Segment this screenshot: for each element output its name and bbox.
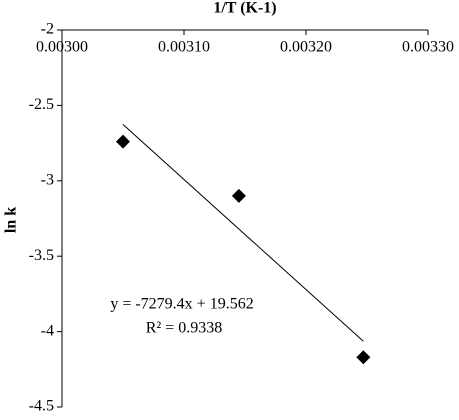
y-tick-label: -2 — [41, 21, 54, 38]
point — [231, 188, 246, 203]
chart-title: 1/T (K-1) — [213, 0, 276, 17]
x-tick-label: 0.00330 — [402, 39, 454, 56]
point — [116, 134, 130, 149]
x-tick-label: 0.00320 — [280, 39, 332, 56]
y-tick-label: -3.5 — [29, 247, 54, 264]
x-tick-label: 0.00310 — [158, 39, 210, 56]
y-tick-label: -4.5 — [29, 398, 54, 415]
y-tick-label: -2.5 — [29, 96, 54, 113]
y-axis-label: ln k — [3, 207, 20, 233]
y-tick-label: -3 — [41, 171, 54, 188]
x-tick-label: 0.00300 — [36, 39, 88, 56]
trendline-r-squared: R² = 0.9338 — [146, 320, 223, 337]
trendline-equation: y = -7279.4x + 19.562 — [110, 296, 253, 313]
trendline — [122, 124, 364, 342]
point — [356, 350, 371, 365]
y-tick-label: -4 — [41, 322, 54, 339]
